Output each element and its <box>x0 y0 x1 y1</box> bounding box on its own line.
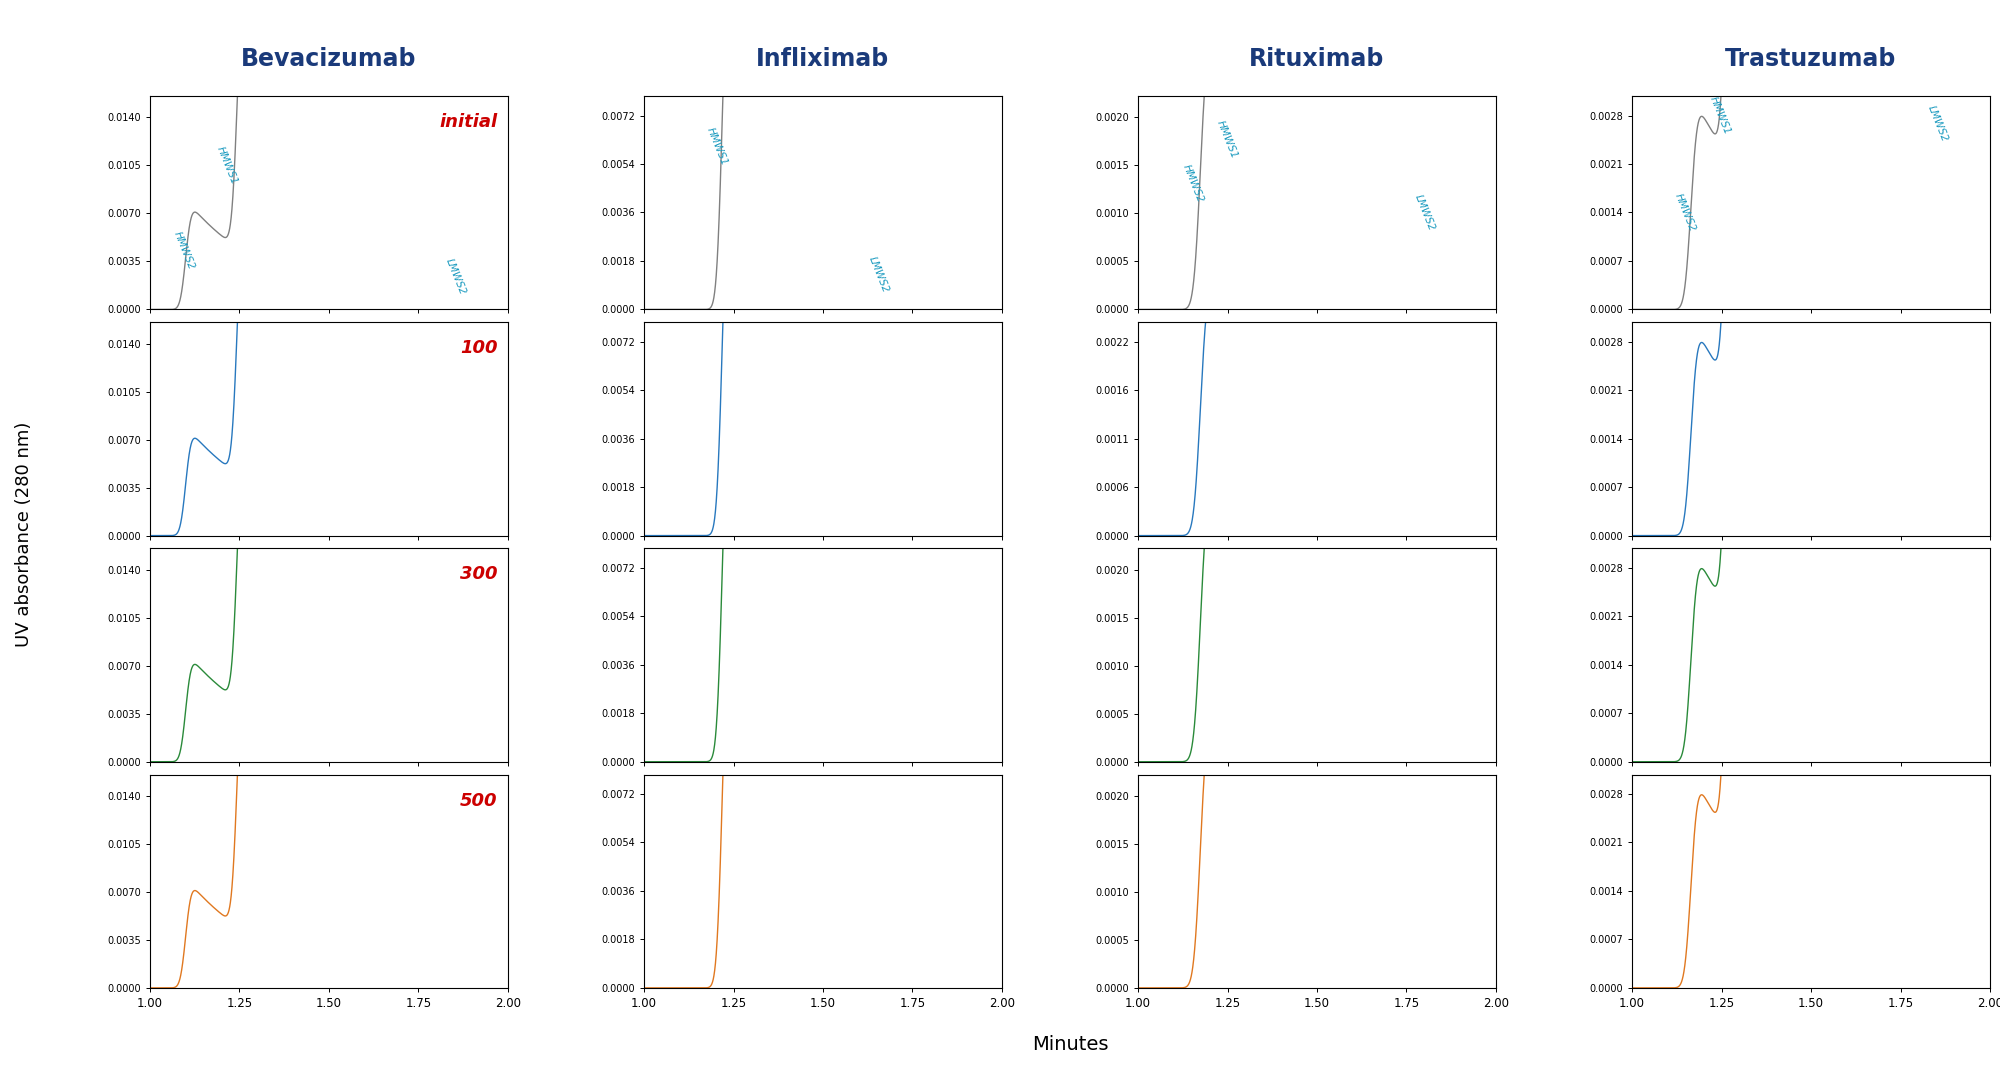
Text: HMWS2: HMWS2 <box>1672 192 1698 233</box>
Text: initial: initial <box>440 113 498 131</box>
Text: HMWS1: HMWS1 <box>214 145 240 186</box>
Text: 100: 100 <box>460 340 498 358</box>
Text: Rituximab: Rituximab <box>1250 47 1384 70</box>
Text: LMWS2: LMWS2 <box>866 255 890 295</box>
Text: HMWS2: HMWS2 <box>172 230 196 271</box>
Text: 300: 300 <box>460 565 498 583</box>
Text: Minutes: Minutes <box>1032 1035 1108 1054</box>
Text: HMWS1: HMWS1 <box>706 126 730 167</box>
Text: HMWS1: HMWS1 <box>1214 120 1238 160</box>
Text: Bevacizumab: Bevacizumab <box>242 47 416 70</box>
Text: LMWS2: LMWS2 <box>1926 104 1950 143</box>
Text: LMWS2: LMWS2 <box>1412 193 1436 233</box>
Text: Trastuzumab: Trastuzumab <box>1726 47 1896 70</box>
Text: UV absorbance (280 nm): UV absorbance (280 nm) <box>14 421 34 647</box>
Text: Infliximab: Infliximab <box>756 47 890 70</box>
Text: 500: 500 <box>460 791 498 810</box>
Text: LMWS2: LMWS2 <box>444 257 468 297</box>
Text: HMWS1: HMWS1 <box>1708 95 1732 137</box>
Text: HMWS2: HMWS2 <box>1182 162 1206 204</box>
